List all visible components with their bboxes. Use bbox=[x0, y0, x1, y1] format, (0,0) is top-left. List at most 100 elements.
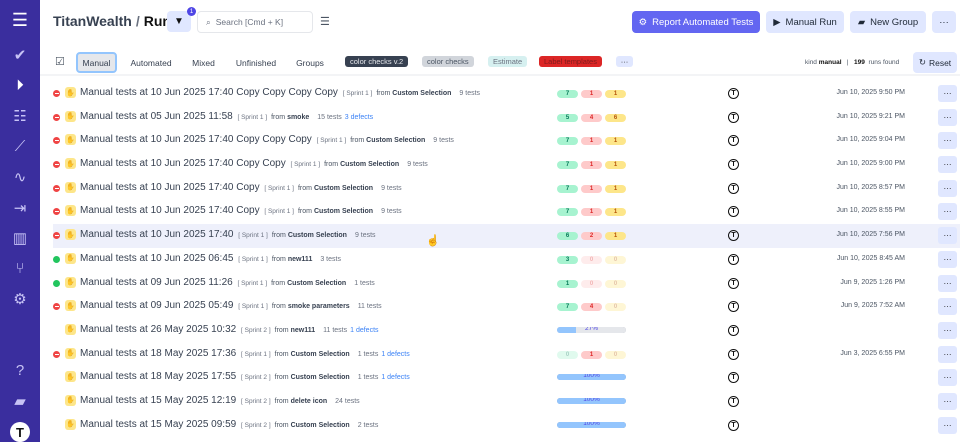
checklist-icon[interactable]: ☷ bbox=[13, 108, 27, 126]
from-label: from bbox=[297, 184, 312, 192]
run-title[interactable]: Manual tests at 10 Jun 2025 17:40 Copy C… bbox=[80, 158, 286, 170]
sliders-icon[interactable]: ☰ bbox=[320, 16, 330, 28]
run-row[interactable]: ✋ Manual tests at 15 May 2025 12:19 [ Sp… bbox=[40, 390, 960, 414]
run-title[interactable]: Manual tests at 10 Jun 2025 17:40 Copy C… bbox=[80, 134, 312, 146]
menu-icon[interactable]: ☰ bbox=[11, 9, 29, 30]
avatar-icon[interactable]: T bbox=[10, 422, 30, 442]
reset-button[interactable]: ↻ Reset bbox=[913, 52, 957, 73]
defects-link[interactable]: 3 defects bbox=[344, 113, 374, 121]
manual-run-button[interactable]: ▶ Manual Run bbox=[766, 11, 844, 33]
import-icon[interactable]: ⇥ bbox=[13, 199, 27, 217]
header: TitanWealth / Runs ▼ 1 ⌕ Search [Cmd + K] ☰… bbox=[40, 0, 960, 44]
row-more-button[interactable]: ··· bbox=[938, 274, 957, 292]
run-date: Jun 9, 2025 7:52 AM bbox=[840, 302, 905, 310]
run-row[interactable]: ✋ Manual tests at 10 Jun 2025 17:40 Copy… bbox=[40, 129, 960, 153]
search-input[interactable]: ⌕ Search [Cmd + K] bbox=[197, 11, 313, 33]
count-pill: 0 bbox=[605, 279, 626, 288]
gear-icon[interactable]: ⚙ bbox=[13, 291, 27, 309]
run-row[interactable]: ✋ Manual tests at 18 May 2025 17:55 [ Sp… bbox=[40, 366, 960, 390]
row-more-button[interactable]: ··· bbox=[938, 108, 957, 126]
sprint: [ Sprint 1 ] bbox=[241, 350, 271, 358]
tab-automated[interactable]: Automated bbox=[130, 57, 172, 68]
row-more-button[interactable]: ··· bbox=[938, 132, 957, 150]
header-more-button[interactable]: ··· bbox=[932, 11, 956, 33]
count-pill: 1 bbox=[581, 208, 602, 217]
defects-link[interactable]: 1 defects bbox=[350, 326, 379, 334]
count-pill: 1 bbox=[605, 90, 626, 98]
row-more-button[interactable]: ··· bbox=[938, 298, 957, 316]
run-row[interactable]: ✋ Manual tests at 10 Jun 2025 17:40 [ Sp… bbox=[53, 224, 960, 248]
row-more-button[interactable]: ··· bbox=[938, 321, 957, 339]
run-row[interactable]: ✋ Manual tests at 09 Jun 2025 05:49 [ Sp… bbox=[40, 295, 960, 319]
row-more-button[interactable]: ··· bbox=[938, 345, 957, 363]
defects-link[interactable]: 1 defects bbox=[381, 350, 410, 358]
run-title[interactable]: Manual tests at 10 Jun 2025 17:40 Copy C… bbox=[80, 87, 338, 98]
run-row[interactable]: ✋ Manual tests at 10 Jun 2025 06:45 [ Sp… bbox=[40, 248, 960, 272]
row-more-button[interactable]: ··· bbox=[938, 156, 957, 174]
filter-button[interactable]: ▼ bbox=[167, 11, 191, 32]
run-date: Jun 10, 2025 8:45 AM bbox=[836, 254, 905, 262]
select-all-icon[interactable]: ☑ bbox=[55, 56, 65, 68]
help-icon[interactable]: ? bbox=[15, 361, 25, 379]
branch-icon[interactable]: ⑂ bbox=[15, 260, 25, 278]
run-row[interactable]: ✋ Manual tests at 10 Jun 2025 17:40 Copy… bbox=[40, 200, 960, 224]
run-row[interactable]: ✋ Manual tests at 10 Jun 2025 17:40 Copy… bbox=[40, 177, 960, 201]
chart-icon[interactable]: ▥ bbox=[12, 230, 28, 248]
labels-more-button[interactable]: ··· bbox=[616, 56, 633, 67]
defects-link[interactable]: 1 defects bbox=[381, 374, 410, 382]
count-pill: 1 bbox=[581, 350, 602, 359]
row-more-button[interactable]: ··· bbox=[938, 85, 957, 102]
run-row[interactable]: ✋ Manual tests at 09 Jun 2025 11:26 [ Sp… bbox=[40, 272, 960, 296]
label-label-templates[interactable]: Label templates bbox=[539, 56, 602, 67]
pulse-icon[interactable]: ∿ bbox=[13, 169, 27, 187]
run-row[interactable]: ✋ Manual tests at 18 May 2025 17:36 [ Sp… bbox=[40, 343, 960, 367]
run-title[interactable]: Manual tests at 10 Jun 2025 17:40 Copy bbox=[80, 181, 260, 193]
status-fail-icon bbox=[53, 350, 60, 358]
label-estimate[interactable]: Estimate bbox=[488, 56, 528, 67]
run-title[interactable]: Manual tests at 10 Jun 2025 17:40 bbox=[80, 229, 234, 241]
run-title[interactable]: Manual tests at 15 May 2025 12:19 bbox=[80, 394, 237, 406]
label-color-checks-v2[interactable]: color checks v.2 bbox=[345, 56, 409, 67]
tests-count: 9 tests bbox=[407, 161, 428, 169]
run-row[interactable]: ✋ Manual tests at 26 May 2025 10:32 [ Sp… bbox=[40, 319, 960, 343]
user-avatar-icon: T bbox=[728, 206, 739, 218]
run-row[interactable]: ✋ Manual tests at 10 Jun 2025 17:40 Copy… bbox=[40, 82, 960, 106]
row-more-button[interactable]: ··· bbox=[938, 392, 957, 410]
run-title[interactable]: Manual tests at 05 Jun 2025 11:58 bbox=[80, 110, 233, 122]
row-more-button[interactable]: ··· bbox=[938, 416, 957, 434]
run-title[interactable]: Manual tests at 26 May 2025 10:32 bbox=[80, 323, 237, 335]
run-row[interactable]: ✋ Manual tests at 05 Jun 2025 11:58 [ Sp… bbox=[40, 106, 960, 130]
tab-manual[interactable]: Manual bbox=[76, 52, 117, 73]
check-icon[interactable]: ✔ bbox=[13, 47, 27, 65]
user-avatar-icon: T bbox=[728, 419, 739, 431]
tab-unfinished[interactable]: Unfinished bbox=[235, 57, 277, 68]
count-pill: 5 bbox=[557, 113, 578, 122]
tab-groups[interactable]: Groups bbox=[296, 57, 324, 68]
row-more-button[interactable]: ··· bbox=[938, 179, 957, 197]
report-automated-tests-button[interactable]: ⚙ Report Automated Tests bbox=[632, 11, 760, 33]
run-title[interactable]: Manual tests at 18 May 2025 17:36 bbox=[80, 347, 237, 359]
run-title[interactable]: Manual tests at 10 Jun 2025 17:40 Copy bbox=[80, 205, 260, 217]
run-title[interactable]: Manual tests at 09 Jun 2025 11:26 bbox=[80, 276, 233, 288]
tests-count: 2 tests bbox=[357, 421, 379, 429]
row-more-button[interactable]: ··· bbox=[938, 203, 957, 221]
row-more-button[interactable]: ··· bbox=[938, 250, 957, 268]
run-title[interactable]: Manual tests at 15 May 2025 09:59 bbox=[80, 418, 237, 430]
run-row[interactable]: ✋ Manual tests at 15 May 2025 09:59 [ Sp… bbox=[40, 414, 960, 438]
run-title[interactable]: Manual tests at 10 Jun 2025 06:45 bbox=[80, 252, 234, 264]
tab-mixed[interactable]: Mixed bbox=[192, 57, 215, 68]
run-title[interactable]: Manual tests at 09 Jun 2025 05:49 bbox=[80, 300, 234, 312]
new-group-button[interactable]: ▰ New Group bbox=[850, 11, 926, 33]
steps-icon[interactable]: ⟋ bbox=[14, 138, 26, 156]
row-more-button[interactable]: ··· bbox=[938, 227, 957, 245]
label-color-checks[interactable]: color checks bbox=[422, 56, 474, 67]
folder-icon[interactable]: ▰ bbox=[14, 392, 26, 410]
progress-bar: 100% bbox=[557, 374, 626, 381]
run-row[interactable]: ✋ Manual tests at 10 Jun 2025 17:40 Copy… bbox=[40, 153, 960, 177]
play-circle-icon[interactable]: ⏵ bbox=[16, 77, 24, 95]
row-more-button[interactable]: ··· bbox=[938, 369, 957, 387]
run-title[interactable]: Manual tests at 18 May 2025 17:55 bbox=[80, 371, 237, 383]
project-link[interactable]: TitanWealth bbox=[53, 13, 132, 29]
